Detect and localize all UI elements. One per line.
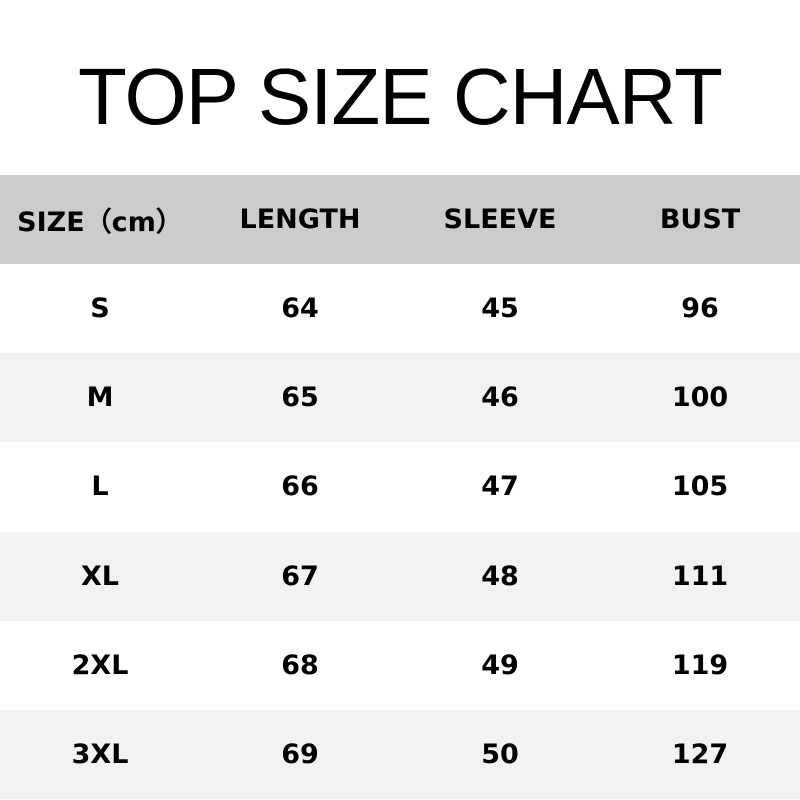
length-cell: 67 bbox=[281, 560, 319, 592]
bust-cell: 119 bbox=[671, 649, 729, 681]
header-sleeve: SLEEVE bbox=[443, 204, 557, 235]
sleeve-cell: 49 bbox=[481, 649, 519, 681]
sleeve-cell: 50 bbox=[481, 739, 519, 771]
table-header-row: SIZE（cm） LENGTH SLEEVE BUST bbox=[0, 175, 800, 264]
header-length: LENGTH bbox=[239, 204, 361, 235]
sleeve-cell: 48 bbox=[481, 560, 519, 592]
length-cell: 65 bbox=[281, 382, 319, 414]
size-cell: XL bbox=[80, 560, 120, 592]
bust-cell: 96 bbox=[681, 293, 719, 325]
header-bust: BUST bbox=[659, 204, 741, 235]
table-row: XL 67 48 111 bbox=[0, 531, 800, 621]
size-cell: 3XL bbox=[71, 739, 129, 771]
header-size: SIZE（cm） bbox=[17, 207, 183, 238]
length-cell: 66 bbox=[281, 471, 319, 503]
sleeve-cell: 45 bbox=[481, 293, 519, 325]
size-cell: S bbox=[90, 293, 110, 325]
length-cell: 64 bbox=[281, 293, 319, 325]
bust-cell: 111 bbox=[671, 560, 729, 592]
length-cell: 69 bbox=[281, 739, 319, 771]
size-cell: 2XL bbox=[71, 649, 129, 681]
table-row: S 64 45 96 bbox=[0, 264, 800, 354]
table-row: M 65 46 100 bbox=[0, 353, 800, 443]
size-cell: L bbox=[91, 471, 109, 503]
size-table: SIZE（cm） LENGTH SLEEVE BUST S 64 45 96 M 65 46… bbox=[0, 175, 800, 800]
bust-cell: 100 bbox=[671, 382, 729, 414]
size-cell: M bbox=[86, 382, 114, 414]
table-row: L 66 47 105 bbox=[0, 442, 800, 532]
bust-cell: 105 bbox=[671, 471, 729, 503]
length-cell: 68 bbox=[281, 649, 319, 681]
sleeve-cell: 47 bbox=[481, 471, 519, 503]
page-title: TOP SIZE CHART bbox=[78, 52, 723, 141]
sleeve-cell: 46 bbox=[481, 382, 519, 414]
table-row: 2XL 68 49 119 bbox=[0, 620, 800, 710]
table-row: 3XL 69 50 127 bbox=[0, 709, 800, 800]
bust-cell: 127 bbox=[671, 739, 729, 771]
